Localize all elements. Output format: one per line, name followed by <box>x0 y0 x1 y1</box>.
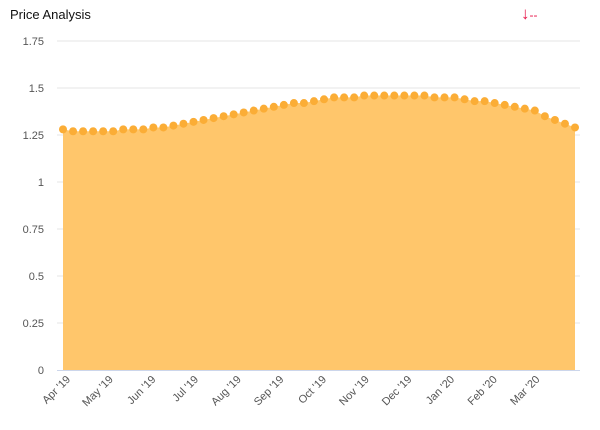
data-point <box>330 93 339 102</box>
data-point <box>79 127 88 136</box>
data-point <box>520 104 529 113</box>
y-tick-label: 0.75 <box>23 224 44 236</box>
x-tick-label: May '19 <box>80 374 115 409</box>
x-tick-label: Jul '19 <box>170 374 201 405</box>
arrow-down-icon: ↓ <box>521 4 530 23</box>
data-point <box>119 125 128 134</box>
data-point <box>340 93 349 102</box>
y-tick-label: 1.25 <box>23 130 44 142</box>
data-point <box>560 119 569 128</box>
x-tick-label: Jun '19 <box>125 374 158 407</box>
data-point <box>259 104 268 113</box>
data-point <box>229 110 238 119</box>
data-point <box>510 102 519 111</box>
y-tick-label: 0 <box>38 365 44 377</box>
chart-title: Price Analysis <box>10 7 91 22</box>
data-point <box>490 99 499 108</box>
x-tick-label: Aug '19 <box>209 374 244 409</box>
y-tick-label: 1.75 <box>23 36 44 48</box>
data-point <box>189 117 198 126</box>
data-point <box>360 91 369 100</box>
data-point <box>380 91 389 100</box>
trend-indicator: ↓-- <box>521 4 538 24</box>
data-point <box>289 99 298 108</box>
data-point <box>370 91 379 100</box>
x-tick-label: Dec '19 <box>380 374 415 409</box>
x-tick-label: Jan '20 <box>424 374 457 407</box>
data-point <box>159 123 168 132</box>
data-point <box>209 114 218 123</box>
y-tick-label: 1 <box>38 177 44 189</box>
data-point <box>410 91 419 100</box>
x-tick-label: Mar '20 <box>508 374 542 408</box>
data-point <box>320 95 329 104</box>
x-tick-label: Nov '19 <box>337 374 372 409</box>
data-point <box>279 100 288 109</box>
data-point <box>430 93 439 102</box>
data-point <box>139 125 148 134</box>
data-point <box>400 91 409 100</box>
data-point <box>69 127 78 136</box>
data-point <box>249 106 258 115</box>
data-point <box>420 91 429 100</box>
data-point <box>149 123 158 132</box>
data-point <box>309 97 318 106</box>
data-point <box>470 97 479 106</box>
data-point <box>440 93 449 102</box>
data-point <box>299 99 308 108</box>
data-point <box>540 112 549 121</box>
x-tick-label: Sep '19 <box>252 374 287 409</box>
data-point <box>390 91 399 100</box>
data-point <box>169 121 178 130</box>
x-tick-label: Apr '19 <box>40 374 73 407</box>
data-point <box>129 125 138 134</box>
data-point <box>500 100 509 109</box>
data-point <box>350 93 359 102</box>
y-tick-label: 0.5 <box>29 271 44 283</box>
x-tick-label: Oct '19 <box>296 374 329 407</box>
y-tick-label: 0.25 <box>23 318 44 330</box>
data-point <box>530 106 539 115</box>
data-point <box>269 102 278 111</box>
data-point <box>480 97 489 106</box>
data-point <box>59 125 67 134</box>
data-point <box>89 127 98 136</box>
data-point <box>571 123 579 132</box>
data-point <box>550 115 559 124</box>
data-point <box>199 115 208 124</box>
data-point <box>99 127 108 136</box>
data-point <box>219 112 228 121</box>
trend-value: -- <box>529 8 538 22</box>
data-point <box>450 93 459 102</box>
data-point <box>179 119 188 128</box>
data-point <box>460 95 469 104</box>
x-tick-label: Feb '20 <box>466 374 500 408</box>
data-point <box>239 108 248 117</box>
area-fill <box>63 95 575 371</box>
y-tick-label: 1.5 <box>29 83 44 95</box>
data-point <box>109 127 118 136</box>
